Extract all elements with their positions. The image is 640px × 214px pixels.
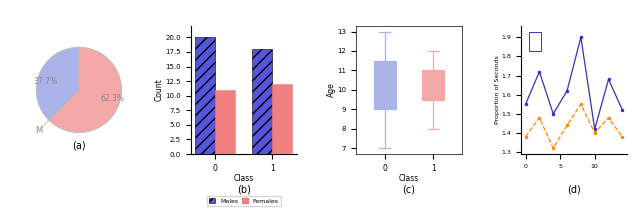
Text: 62.3%: 62.3%	[100, 94, 125, 103]
PathPatch shape	[422, 70, 444, 100]
Title: (d): (d)	[567, 185, 581, 195]
Y-axis label: Count: Count	[155, 79, 164, 101]
Y-axis label: Proportion of Seconds: Proportion of Seconds	[495, 55, 500, 124]
Wedge shape	[49, 47, 122, 132]
Y-axis label: Age: Age	[326, 83, 335, 97]
Bar	[273, 84, 292, 154]
Title: (c): (c)	[403, 185, 415, 195]
PathPatch shape	[374, 61, 396, 109]
Wedge shape	[36, 47, 79, 120]
Text: 37.7%: 37.7%	[33, 77, 57, 86]
Bar	[252, 49, 273, 154]
X-axis label: Class: Class	[234, 174, 254, 183]
Text: M: M	[35, 126, 42, 135]
Legend: Males, Females: Males, Females	[207, 196, 281, 206]
Title: (b): (b)	[237, 185, 251, 195]
Bar	[529, 31, 541, 51]
Title: (a): (a)	[72, 140, 86, 150]
Bar	[195, 37, 216, 154]
X-axis label: Class: Class	[399, 174, 419, 183]
Bar	[216, 90, 236, 154]
